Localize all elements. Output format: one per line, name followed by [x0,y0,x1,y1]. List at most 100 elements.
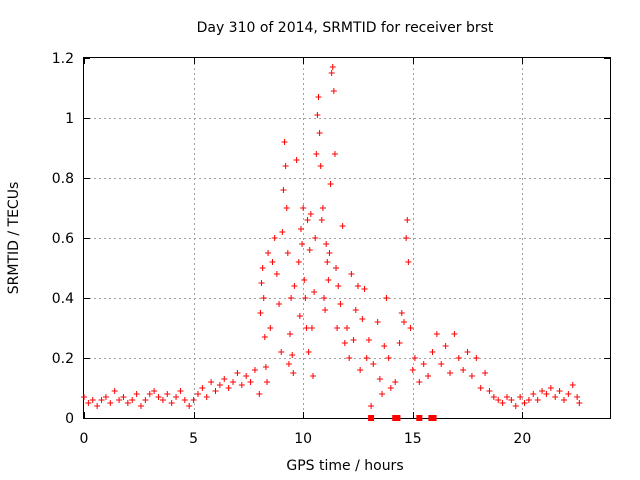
data-point [111,388,118,394]
data-point [257,310,264,316]
data-point [168,400,175,406]
x-axis-label: GPS time / hours [286,458,403,474]
data-point [181,397,188,403]
data-point [543,391,550,397]
y-tick-label: 1.2 [52,51,74,67]
data-point [404,217,411,223]
data-point [383,295,390,301]
data-point [508,397,515,403]
data-point [357,367,364,373]
data-point [400,319,407,325]
data-point [333,265,340,271]
data-point [512,403,519,409]
data-point [365,337,372,343]
data-point [102,394,109,400]
data-point [560,397,567,403]
data-point [295,259,302,265]
y-axis-label: SRMTID / TECUs [6,182,22,295]
baseline-marker [430,415,437,421]
data-point [447,370,454,376]
data-point [142,397,149,403]
data-point [81,394,87,400]
data-point [288,295,295,301]
data-point [392,379,399,385]
data-point [313,151,320,157]
data-point [330,88,337,94]
data-point [354,283,361,289]
data-point [260,295,267,301]
data-point [376,376,383,382]
data-point [368,403,375,409]
data-point [256,391,263,397]
data-point [396,340,403,346]
data-point [455,355,462,361]
data-point [116,397,123,403]
data-point [547,385,554,391]
data-point [89,397,96,403]
chart-title: Day 310 of 2014, SRMTID for receiver brs… [197,20,494,36]
data-point [327,181,334,187]
data-point [173,394,180,400]
data-point [293,157,300,163]
data-point [261,334,268,340]
data-point [230,379,237,385]
data-point [438,361,445,367]
data-point [310,373,317,379]
data-point [429,349,436,355]
data-point [416,379,423,385]
data-point [552,394,559,400]
y-tick-label: 0.8 [52,171,74,187]
data-point [407,325,414,331]
data-point [348,271,355,277]
data-point [316,130,323,136]
data-point [273,271,280,277]
data-point [326,250,333,256]
data-point [335,283,342,289]
data-point [290,370,297,376]
data-point [137,403,144,409]
y-tick-label: 0.2 [52,351,74,367]
data-point [304,217,311,223]
data-point [346,355,353,361]
x-tick-label: 20 [513,431,531,447]
gridlines [84,58,610,418]
data-point [361,286,368,292]
data-point [297,226,304,232]
baseline-marker [368,415,375,421]
data-point [301,277,308,283]
data-point [320,295,327,301]
data-point [164,391,171,397]
data-point [352,307,359,313]
data-point [280,187,287,193]
data-point [387,385,394,391]
data-point [490,394,497,400]
data-point [503,394,510,400]
data-point [325,277,332,283]
data-point [208,379,215,385]
x-tick-label: 10 [294,431,312,447]
data-point [307,211,314,217]
data-point [243,373,250,379]
data-point [133,391,140,397]
data-point [238,382,245,388]
data-point [212,388,219,394]
data-point [569,382,576,388]
data-point [420,361,427,367]
data-point [194,391,201,397]
data-point [203,394,210,400]
data-point [337,301,344,307]
data-point [177,388,184,394]
data-point [282,163,289,169]
data-point [409,367,416,373]
data-point [271,235,278,241]
y-tick-label: 1 [65,111,74,127]
data-point [278,349,285,355]
data-point [308,325,315,331]
data-point [451,331,458,337]
data-point [120,394,127,400]
data-point [251,367,258,373]
data-point [576,400,583,406]
data-point [530,391,537,397]
data-point [264,379,271,385]
